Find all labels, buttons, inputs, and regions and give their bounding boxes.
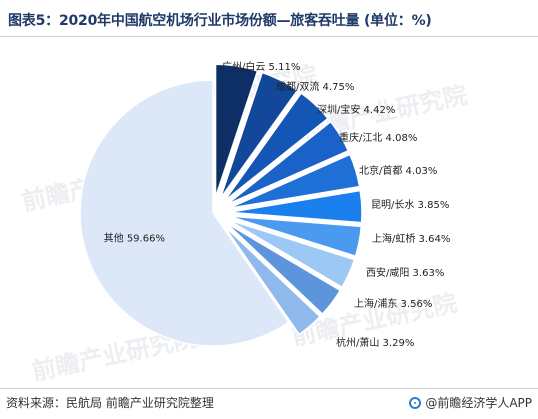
pie-slice xyxy=(226,120,350,206)
pie-slice xyxy=(223,92,329,202)
title-divider xyxy=(0,36,538,37)
pie-slice xyxy=(79,79,290,347)
chart-title: 图表5：2020年中国航空机场行业市场份额—旅客吞吐量 (单位：%) xyxy=(8,13,432,29)
slice-label: 深圳/宝安 4.42% xyxy=(317,103,395,116)
slice-label: 上海/虹桥 3.64% xyxy=(372,232,450,245)
slice-label: 成都/双流 4.75% xyxy=(276,80,354,93)
brand-logo-icon xyxy=(409,396,422,409)
pie-slice xyxy=(219,71,299,200)
pie-slice xyxy=(228,189,363,224)
slice-label: 重庆/江北 4.08% xyxy=(339,131,417,144)
slice-label: 其他 59.66% xyxy=(104,232,165,245)
slice-label: 杭州/萧山 3.29% xyxy=(336,336,414,349)
source-note: 资料来源：民航局 前瞻产业研究院整理 xyxy=(6,396,214,410)
pie-slice xyxy=(228,153,361,210)
slice-label: 西安/咸阳 3.63% xyxy=(366,266,444,279)
pie-slice xyxy=(222,224,322,336)
pie-chart: 广州/白云 5.11% 成都/双流 4.75% 深圳/宝安 4.42% 重庆/江北 4… xyxy=(79,60,450,349)
pie-slice xyxy=(214,63,259,198)
slice-label: 上海/浦东 3.56% xyxy=(354,297,432,310)
pie-slice xyxy=(228,215,363,258)
brand: @前瞻经济学人APP xyxy=(409,394,532,411)
pie-slice xyxy=(227,218,356,289)
slice-label: 广州/白云 5.11% xyxy=(222,60,300,73)
pie-slice xyxy=(225,221,342,316)
footer-divider xyxy=(0,388,538,389)
slice-label: 昆明/长水 3.85% xyxy=(371,199,449,211)
slice-label: 北京/首都 4.03% xyxy=(359,164,437,177)
brand-text: @前瞻经济学人APP xyxy=(425,396,532,410)
